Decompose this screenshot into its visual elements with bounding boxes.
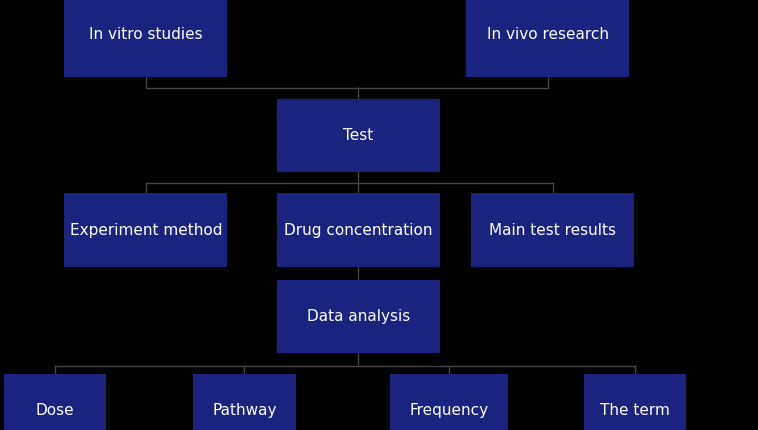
- Text: Experiment method: Experiment method: [70, 223, 222, 237]
- Text: Drug concentration: Drug concentration: [284, 223, 432, 237]
- Text: Dose: Dose: [36, 403, 74, 418]
- Text: In vitro studies: In vitro studies: [89, 27, 202, 42]
- Text: In vivo research: In vivo research: [487, 27, 609, 42]
- Text: Frequency: Frequency: [409, 403, 489, 418]
- FancyBboxPatch shape: [584, 374, 686, 430]
- Text: Test: Test: [343, 128, 373, 143]
- FancyBboxPatch shape: [193, 374, 296, 430]
- Text: Pathway: Pathway: [212, 403, 277, 418]
- FancyBboxPatch shape: [471, 194, 634, 267]
- FancyBboxPatch shape: [277, 99, 440, 172]
- FancyBboxPatch shape: [466, 0, 629, 77]
- Text: Main test results: Main test results: [490, 223, 616, 237]
- FancyBboxPatch shape: [64, 0, 227, 77]
- FancyBboxPatch shape: [277, 280, 440, 353]
- Text: Data analysis: Data analysis: [306, 309, 410, 323]
- FancyBboxPatch shape: [390, 374, 508, 430]
- FancyBboxPatch shape: [64, 194, 227, 267]
- FancyBboxPatch shape: [277, 194, 440, 267]
- FancyBboxPatch shape: [4, 374, 106, 430]
- Text: The term: The term: [600, 403, 670, 418]
